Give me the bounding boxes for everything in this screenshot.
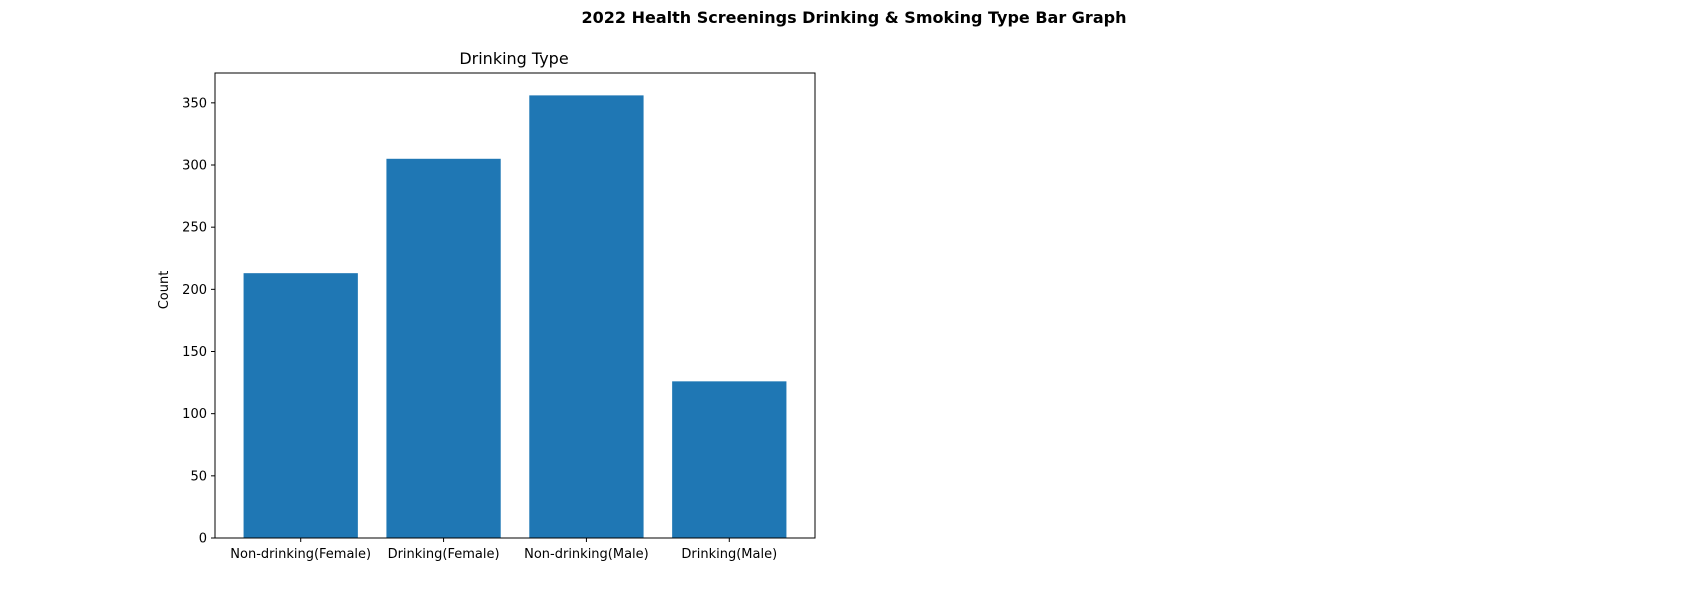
y-tick-label-7: 350 — [182, 96, 207, 111]
y-tick-label-4: 200 — [182, 283, 207, 298]
bar-0 — [243, 273, 358, 538]
figure-suptitle: 2022 Health Screenings Drinking & Smokin… — [582, 8, 1127, 27]
bars-group — [243, 95, 787, 539]
bar-3 — [672, 381, 787, 538]
x-ticks-group: Non-drinking(Female) Drinking(Female) Non-… — [230, 538, 777, 562]
x-tick-label-1: Drinking(Female) — [388, 547, 500, 562]
y-tick-label-0: 0 — [199, 532, 207, 547]
y-tick-label-1: 50 — [190, 469, 207, 484]
bar-1 — [386, 158, 501, 539]
x-tick-label-3: Drinking(Male) — [681, 547, 777, 562]
x-tick-label-2: Non-drinking(Male) — [524, 547, 649, 562]
plot-area-frame — [214, 72, 816, 539]
chart-title: Drinking Type — [459, 49, 568, 68]
y-tick-label-3: 150 — [182, 345, 207, 360]
y-ticks-group: 0 50 100 150 200 250 300 350 — [182, 96, 215, 547]
y-tick-label-5: 250 — [182, 221, 207, 236]
bar-2 — [529, 95, 644, 539]
drinking-type-chart: Drinking Type Count 0 50 100 150 200 250 300 35… — [157, 49, 816, 562]
y-tick-label-2: 100 — [182, 407, 207, 422]
y-axis-label: Count — [157, 271, 172, 310]
y-tick-label-6: 300 — [182, 159, 207, 174]
x-tick-label-0: Non-drinking(Female) — [230, 547, 371, 562]
